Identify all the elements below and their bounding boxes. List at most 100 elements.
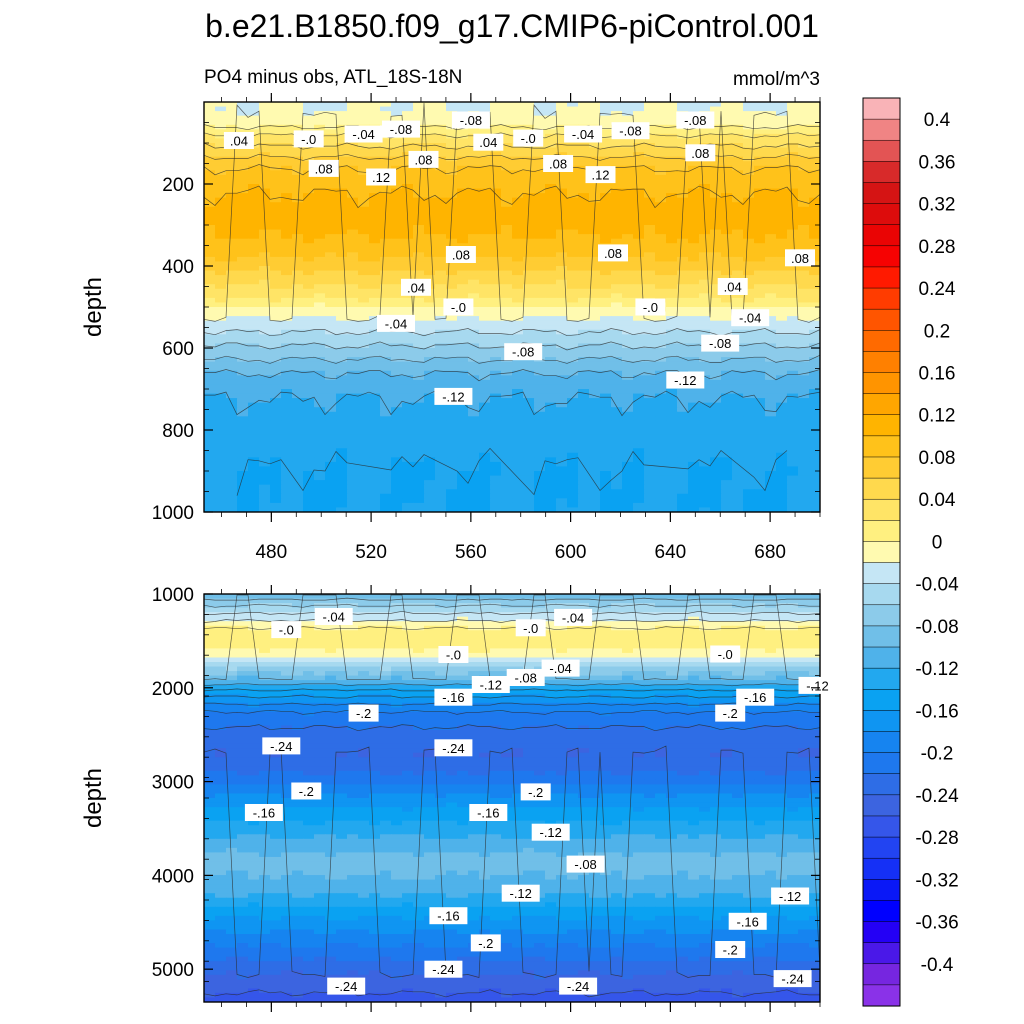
y-tick-label: 1000 <box>152 503 194 524</box>
contour-label-text: .08 <box>604 246 622 261</box>
x-tick-label: 520 <box>355 542 387 563</box>
contour-label: -.04 <box>731 309 770 327</box>
colorbar-label: -0.32 <box>915 870 958 891</box>
colorbar-swatch <box>862 752 901 775</box>
main-title: b.e21.B1850.f09_g17.CMIP6-piControl.001 <box>205 8 819 44</box>
contour-label: -.04 <box>564 125 603 143</box>
contour-label-text: -.16 <box>437 909 459 924</box>
colorbar-swatch <box>862 245 901 268</box>
contour-label: -.16 <box>736 688 775 706</box>
contour-label: -.12 <box>771 887 810 905</box>
bottom-y-ticks: 1000 2000 3000 4000 5000 <box>152 585 820 982</box>
colorbar-swatch <box>862 372 901 395</box>
y-tick-label: 3000 <box>152 773 194 794</box>
contour-label-text: -.12 <box>806 678 828 693</box>
x-tick-label: 600 <box>555 542 587 563</box>
contour-label-text: .08 <box>691 146 709 161</box>
colorbar-swatch <box>862 689 901 711</box>
contour-label-text: .08 <box>452 248 470 263</box>
contour-label-text: -.04 <box>562 610 584 625</box>
contour-label-text: -.12 <box>442 389 464 404</box>
colorbar: 0.4 0.36 0.32 0.28 0.24 0.2 0.16 0.12 0.08 0.04 0 -… <box>862 97 959 1007</box>
contour-label-text: .08 <box>791 251 809 266</box>
contour-label: -.0 <box>438 646 469 663</box>
contour-label: -.08 <box>504 343 543 361</box>
colorbar-swatch <box>862 794 901 817</box>
colorbar-label: -0.28 <box>915 828 958 849</box>
colorbar-swatch <box>862 477 901 500</box>
colorbar-swatch <box>862 182 901 205</box>
contour-label: -.24 <box>434 739 473 757</box>
contour-label: -.16 <box>429 907 468 925</box>
colorbar-label: 0.04 <box>919 490 956 511</box>
colorbar-swatch <box>862 435 901 458</box>
y-tick-label: 4000 <box>152 866 194 887</box>
contour-label-text: -.08 <box>390 122 412 137</box>
contour-label-text: -.0 <box>446 648 461 663</box>
x-tick-label: 560 <box>455 542 487 563</box>
contour-label-text: -.2 <box>299 784 314 799</box>
contour-label: -.08 <box>506 669 545 686</box>
y-tick-label: 800 <box>162 421 194 442</box>
colorbar-swatch <box>862 308 901 331</box>
colorbar-swatch <box>862 984 901 1007</box>
top-panel-subtitle-right: mmol/m^3 <box>733 69 820 90</box>
contour-label: -.12 <box>666 371 705 389</box>
contour-label: .12 <box>366 168 397 186</box>
contour-label: .12 <box>585 166 616 184</box>
contour-label: .04 <box>473 133 504 151</box>
contour-label-text: -.0 <box>523 621 538 636</box>
contour-label: -.16 <box>469 804 508 821</box>
colorbar-label: -0.16 <box>915 701 958 722</box>
contour-label: -.2 <box>470 934 501 952</box>
contour-label: -.0 <box>271 621 302 639</box>
contour-label-text: -.08 <box>514 671 536 686</box>
contour-label: -.24 <box>773 970 812 988</box>
contour-label: -.08 <box>676 111 715 129</box>
colorbar-swatch <box>862 161 901 184</box>
contour-label-text: -.0 <box>279 623 294 638</box>
colorbar-swatch <box>862 667 901 690</box>
contour-label: -.04 <box>554 608 593 626</box>
colorbar-swatch <box>862 393 901 416</box>
colorbar-swatch <box>862 224 901 247</box>
colorbar-swatch <box>862 520 901 543</box>
colorbar-label: 0.2 <box>924 321 950 342</box>
contour-label: -.12 <box>501 884 540 902</box>
colorbar-swatch <box>862 836 901 859</box>
contour-label-text: -.24 <box>270 739 292 754</box>
contour-label-text: .04 <box>479 135 497 150</box>
colorbar-swatch <box>862 879 901 901</box>
contour-label: -.0 <box>293 130 324 148</box>
contour-label-text: -.24 <box>781 972 803 987</box>
colorbar-swatch <box>862 731 901 754</box>
colorbar-swatch <box>862 942 901 965</box>
y-tick-label: 400 <box>162 257 194 278</box>
colorbar-swatch <box>862 963 901 986</box>
contour-label: -.0 <box>443 298 474 316</box>
colorbar-swatch <box>862 414 901 437</box>
bottom-panel-ylabel: depth <box>80 768 107 828</box>
contour-label-text: -.08 <box>460 113 482 128</box>
contour-label-text: .04 <box>724 280 742 295</box>
contour-label-text: -.24 <box>432 962 454 977</box>
contour-label: -.08 <box>451 111 490 129</box>
contour-label-text: -.04 <box>352 127 374 142</box>
bottom-contour-labels: -.0 -.04 -.0 -.04 -.0 -.04 -.08 -.16 -.12 -.2 -.0 -… <box>244 608 837 995</box>
colorbar-swatch <box>862 921 901 944</box>
colorbar-frame <box>862 97 901 1007</box>
colorbar-label: 0.36 <box>919 152 956 173</box>
contour-label-text: -.08 <box>619 124 641 139</box>
bottom-plot-area: -.0 -.04 -.0 -.04 -.0 -.04 -.08 -.16 -.12 -.2 -.0 -… <box>203 593 837 1003</box>
colorbar-swatch <box>862 541 901 564</box>
contour-label: -.2 <box>715 941 746 958</box>
contour-label: .08 <box>408 150 439 168</box>
contour-label: -.04 <box>541 659 580 677</box>
bottom-panel: depth -.0-.04-.0-.04-.0-.04-.08-.16-.12-… <box>80 585 837 1012</box>
contour-label: -.16 <box>728 912 767 930</box>
contour-label-text: -.2 <box>528 785 543 800</box>
contour-label: -.0 <box>710 645 741 663</box>
top-panel-subtitle-left: PO4 minus obs, ATL_18S-18N <box>204 67 462 88</box>
colorbar-swatch <box>862 710 901 733</box>
